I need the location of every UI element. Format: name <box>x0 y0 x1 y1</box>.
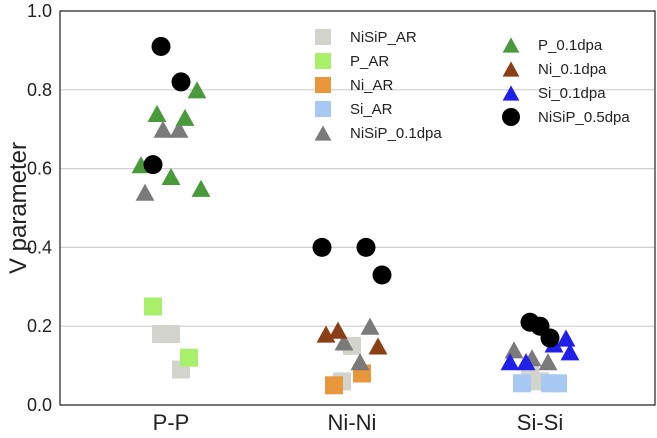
data-point-NiSiP_0.1dpa <box>169 120 189 138</box>
legend-marker <box>315 53 331 69</box>
legend-item: NiSiP_0.5dpa <box>502 108 630 126</box>
data-point-NiSiP_0.1dpa <box>350 353 370 371</box>
legend-label: NiSiP_AR <box>350 29 417 46</box>
data-point-NiSiP_0.5dpa <box>520 312 540 332</box>
data-point-P_0.1dpa <box>175 108 195 126</box>
legend-item: P_AR <box>315 53 389 70</box>
x-category-labels: P-P Ni-Ni Si-Si <box>153 410 564 435</box>
data-point-NiSiP_0.1dpa <box>538 353 558 371</box>
legend-label: NiSiP_0.5dpa <box>538 109 630 126</box>
data-point-Si_0.1dpa <box>500 353 520 371</box>
data-point-NiSiP_0.1dpa <box>334 333 354 351</box>
legend-label: NiSiP_0.1dpa <box>350 125 442 142</box>
legend-label: Si_0.1dpa <box>538 85 606 102</box>
legend-item: Ni_0.1dpa <box>502 61 607 78</box>
data-point-Si_0.1dpa <box>556 329 576 347</box>
legend-item: P_0.1dpa <box>502 37 603 54</box>
y-tick-label: 1.0 <box>27 1 52 21</box>
legend-marker <box>502 108 520 126</box>
y-tick-label: 0.8 <box>27 80 52 100</box>
legend-item: Ni_AR <box>315 77 394 94</box>
data-point-NiSiP_0.5dpa <box>312 237 332 257</box>
legend-marker <box>315 77 331 93</box>
legend-item: NiSiP_AR <box>315 29 417 46</box>
legend-item: Si_0.1dpa <box>502 85 606 102</box>
data-point-P_AR <box>180 348 198 367</box>
data-point-P_0.1dpa <box>191 179 211 197</box>
data-points <box>131 36 580 395</box>
x-category-label: Si-Si <box>517 410 563 435</box>
x-category-label: Ni-Ni <box>328 410 377 435</box>
data-point-Ni_AR <box>325 376 343 395</box>
data-point-Ni_0.1dpa <box>368 337 388 355</box>
data-point-NiSiP_0.5dpa <box>372 265 392 285</box>
data-point-NiSiP_0.1dpa <box>360 317 380 335</box>
legend-marker <box>314 125 332 141</box>
data-point-P_0.1dpa <box>161 167 181 186</box>
data-point-NiSiP_0.5dpa <box>356 237 376 257</box>
data-point-Ni_0.1dpa <box>328 321 348 339</box>
legend-label: Ni_AR <box>350 77 394 94</box>
legend-item: Si_AR <box>315 101 393 118</box>
legend-marker <box>502 61 520 77</box>
legend: NiSiP_AR P_AR Ni_AR Si_AR NiSiP_0.1dpa P_0.1d… <box>314 29 630 142</box>
data-point-P_0.1dpa <box>187 81 207 99</box>
legend-label: P_0.1dpa <box>538 37 603 54</box>
data-point-Si_0.1dpa <box>560 343 580 361</box>
data-point-NiSiP_AR <box>152 325 170 344</box>
legend-label: P_AR <box>350 53 389 70</box>
data-point-NiSiP_0.1dpa <box>504 341 524 359</box>
legend-item: NiSiP_0.1dpa <box>314 125 442 142</box>
y-tick-label: 0.2 <box>27 316 52 336</box>
legend-label: Ni_0.1dpa <box>538 61 607 78</box>
y-tick-label: 0.6 <box>27 159 52 179</box>
legend-marker <box>502 37 520 53</box>
y-tick-label: 0.4 <box>27 237 52 257</box>
legend-marker <box>315 29 331 45</box>
data-point-Si_AR <box>549 374 567 393</box>
data-point-Si_0.1dpa <box>516 353 536 371</box>
data-point-NiSiP_0.5dpa <box>540 328 560 348</box>
data-point-NiSiP_0.5dpa <box>143 155 163 175</box>
data-point-NiSiP_0.5dpa <box>151 36 171 56</box>
y-axis-title: V parameter <box>5 142 32 274</box>
plot-frame <box>59 10 656 406</box>
data-point-P_0.1dpa <box>147 104 167 122</box>
data-point-NiSiP_0.1dpa <box>135 183 155 201</box>
data-point-P_AR <box>144 297 162 316</box>
data-point-NiSiP_0.1dpa <box>153 120 173 138</box>
data-point-NiSiP_0.5dpa <box>171 72 191 92</box>
x-category-label: P-P <box>153 410 190 435</box>
y-tick-labels: 0.0 0.2 0.4 0.6 0.8 1.0 <box>27 1 52 415</box>
legend-marker <box>502 85 520 101</box>
y-tick-label: 0.0 <box>27 395 52 415</box>
legend-label: Si_AR <box>350 101 393 118</box>
data-point-Si_AR <box>513 374 531 393</box>
legend-marker <box>315 101 331 117</box>
